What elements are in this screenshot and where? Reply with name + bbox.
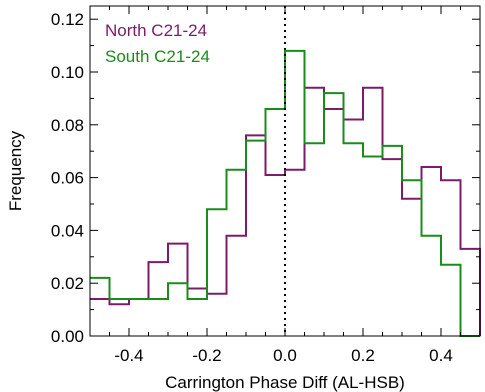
legend-entry-north: North C21-24 xyxy=(105,21,207,40)
x-axis-title: Carrington Phase Diff (AL-HSB) xyxy=(165,373,405,392)
y-tick-label: 0.04 xyxy=(51,221,84,240)
series-line xyxy=(90,49,480,337)
legend: North C21-24 South C21-24 xyxy=(105,21,210,66)
legend-entry-south: South C21-24 xyxy=(105,47,210,66)
y-tick-label: 0.02 xyxy=(51,274,84,293)
axis-tick-labels: -0.4 -0.2 0.0 0.2 0.4 0.00 0.02 0.04 0.06 0.08 0.1… xyxy=(51,10,453,365)
y-tick-label: 0.12 xyxy=(51,10,84,29)
y-tick-label: 0.10 xyxy=(51,63,84,82)
x-tick-label: 0.4 xyxy=(429,346,453,365)
y-tick-label: 0.08 xyxy=(51,116,84,135)
axis-ticks xyxy=(89,6,481,337)
y-tick-label: 0.00 xyxy=(51,327,84,346)
x-tick-label: -0.2 xyxy=(192,346,221,365)
y-axis-title: Frequency xyxy=(6,130,25,211)
x-tick-label: 0.0 xyxy=(273,346,297,365)
x-tick-label: -0.4 xyxy=(114,346,143,365)
series-south xyxy=(90,49,480,337)
y-tick-label: 0.06 xyxy=(51,169,84,188)
x-tick-label: 0.2 xyxy=(351,346,375,365)
